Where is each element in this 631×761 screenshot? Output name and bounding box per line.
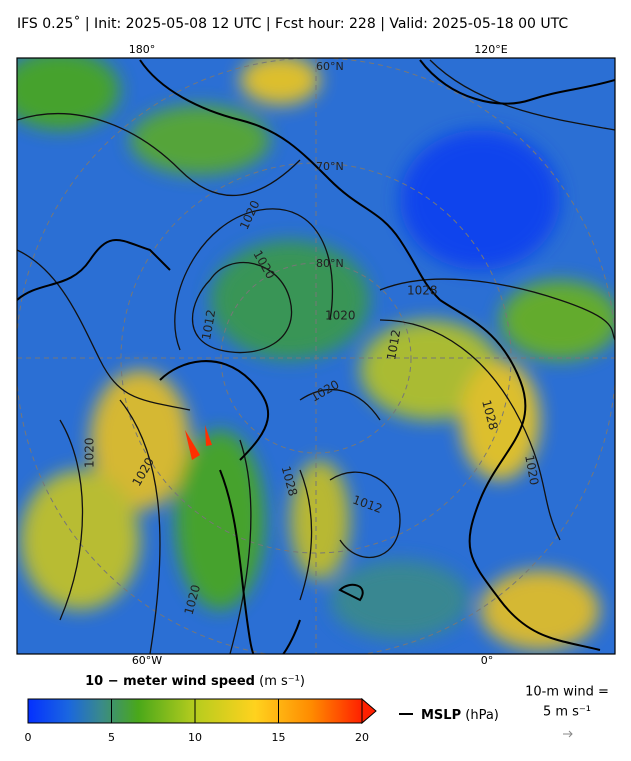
lat-label: 70°N <box>316 160 344 173</box>
lon-label: 180° <box>129 43 156 56</box>
wind-ref-title: 10-m wind = <box>525 685 609 700</box>
contour-label: 1020 <box>83 437 97 468</box>
mslp-legend: MSLP (hPa) <box>421 708 499 723</box>
wind-ref-arrow <box>563 730 573 738</box>
mslp-label: MSLP <box>421 708 461 723</box>
lon-label: 0° <box>481 654 494 667</box>
colorbar-tick-label: 5 <box>108 731 115 744</box>
contour-label: 1020 <box>325 309 356 323</box>
colorbar-tick-label: 10 <box>188 731 202 744</box>
colorbar: 0 5 10 15 20 <box>25 697 377 744</box>
colorbar-title-text: 10 − meter wind speed <box>85 674 255 689</box>
map-frame <box>16 57 616 655</box>
colorbar-tick-label: 20 <box>355 731 369 744</box>
colorbar-tick-label: 15 <box>272 731 286 744</box>
wind-ref-value: 5 m s⁻¹ <box>543 705 591 720</box>
lat-label: 60°N <box>316 60 344 73</box>
mslp-units: (hPa) <box>465 708 499 723</box>
contour-label: 1012 <box>384 328 403 361</box>
map: 60°N 70°N 80°N 1020 1020 1012 1020 1028 … <box>17 58 615 654</box>
title: IFS 0.25˚ | Init: 2025-05-08 12 UTC | Fc… <box>17 15 568 32</box>
lat-label: 80°N <box>316 257 344 270</box>
colorbar-tick-label: 0 <box>25 731 32 744</box>
colorbar-title: 10 − meter wind speed (m s⁻¹) <box>85 674 305 689</box>
contour-label: 1028 <box>407 284 438 298</box>
lon-label: 120°E <box>474 43 507 56</box>
contour-label: 1020 <box>522 454 541 487</box>
contour-label: 1012 <box>199 308 218 341</box>
colorbar-units: (m s⁻¹) <box>259 674 305 689</box>
lon-label: 60°W <box>132 654 162 667</box>
colorbar-extend <box>361 697 377 725</box>
